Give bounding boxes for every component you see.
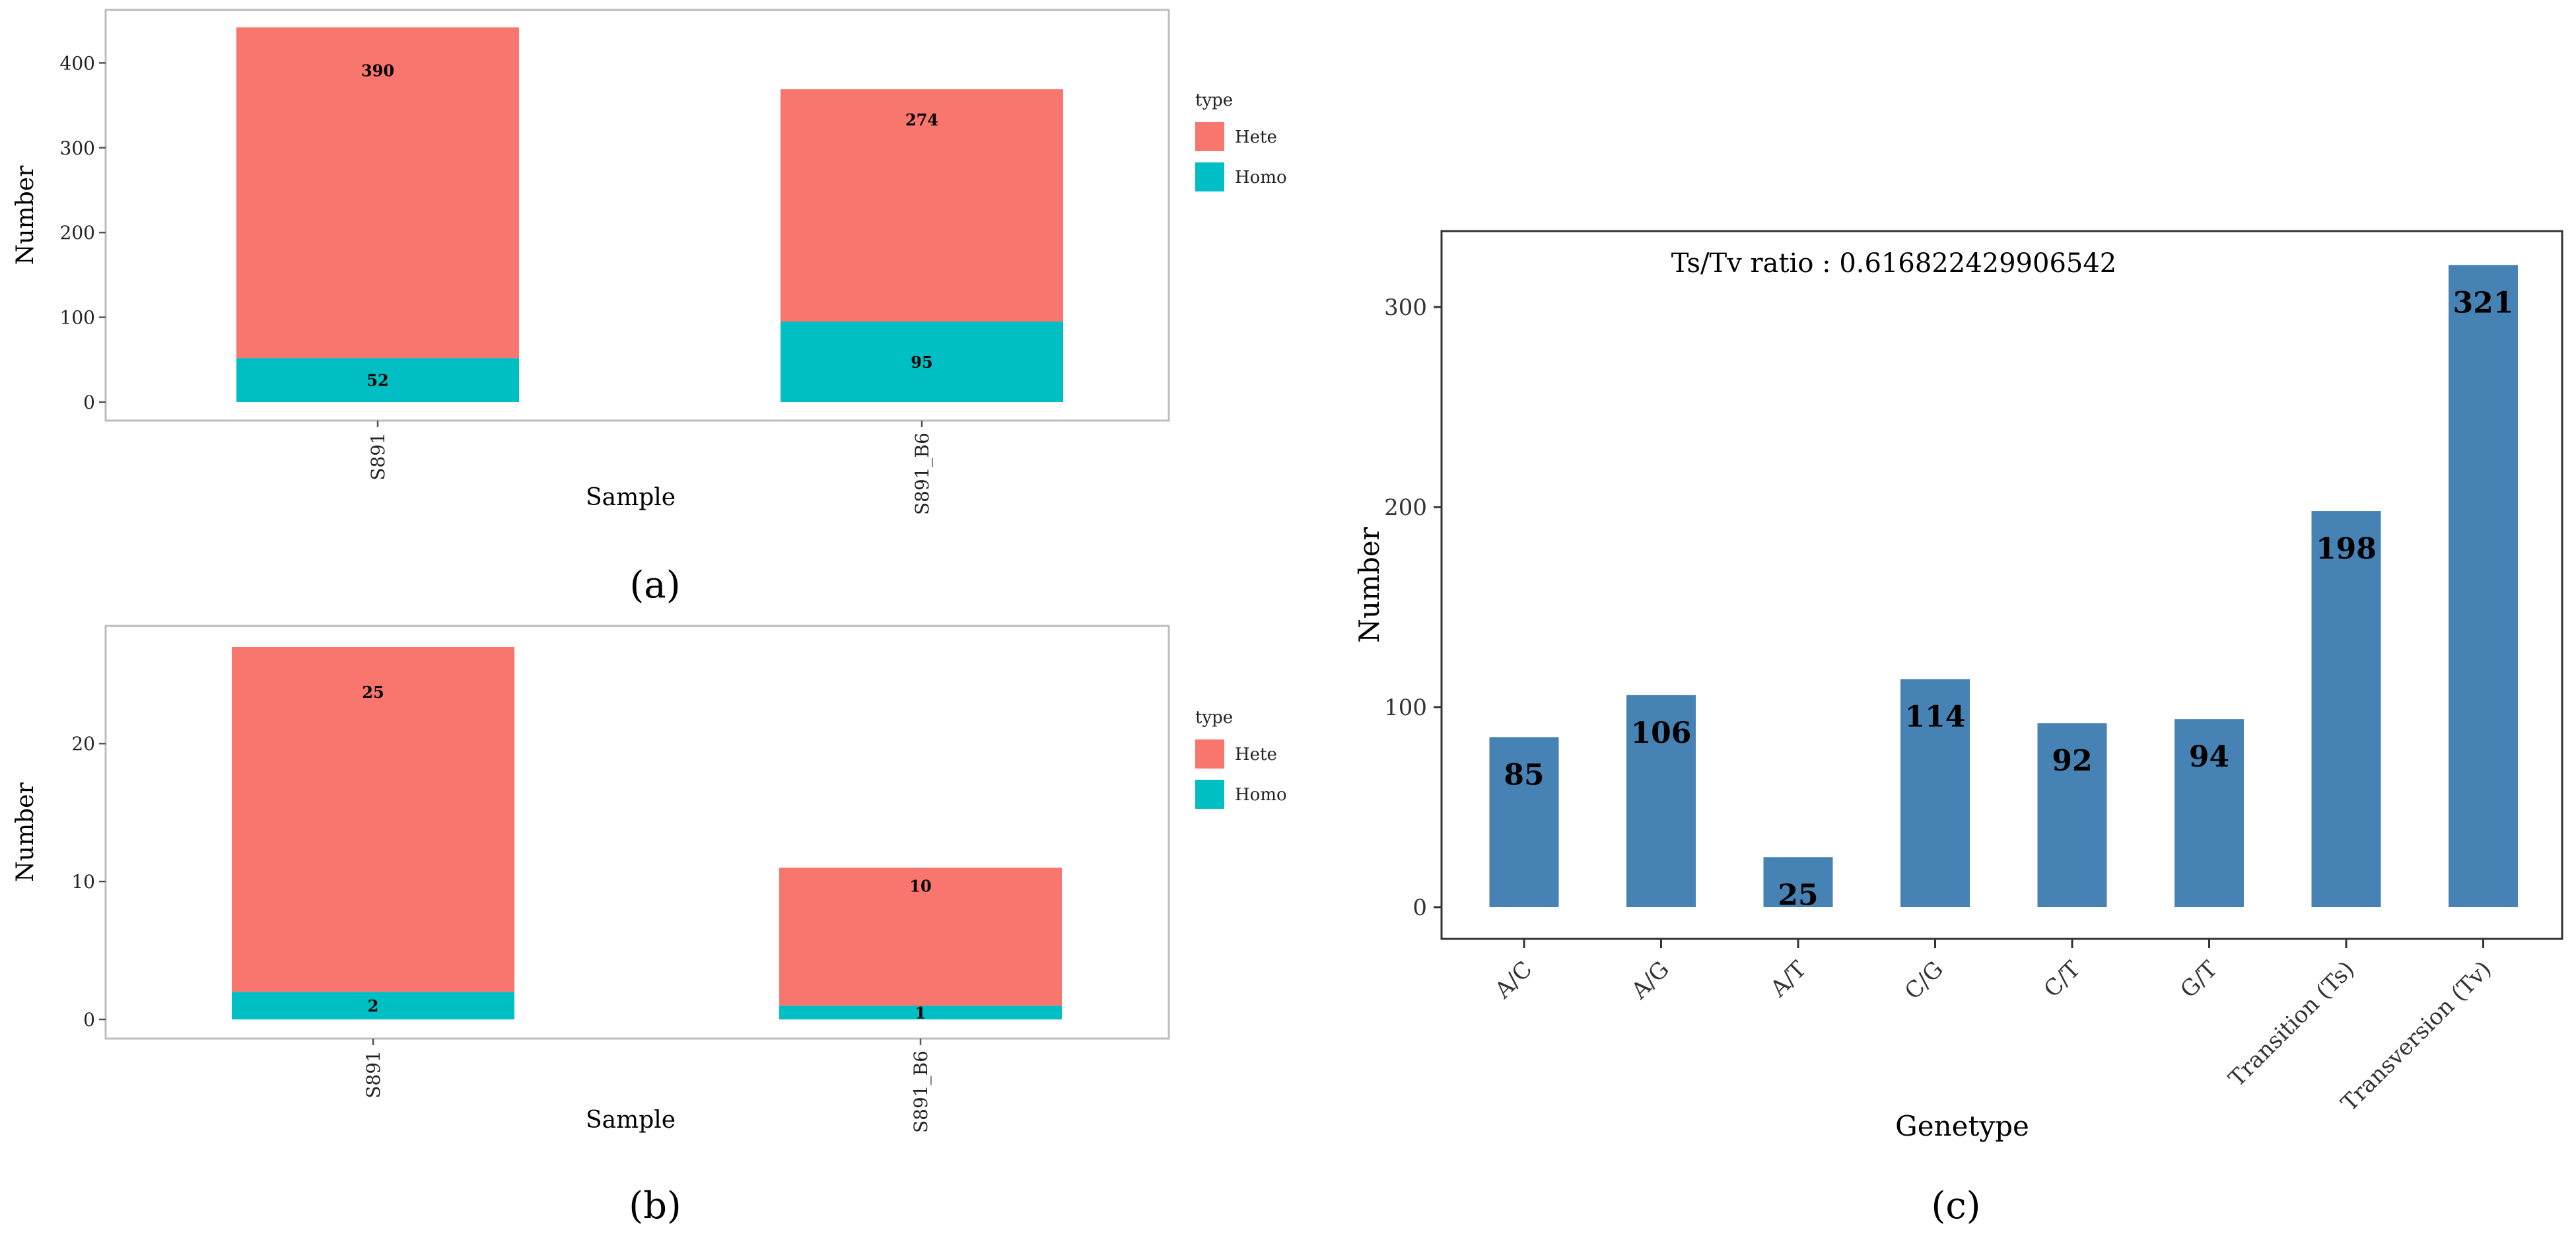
x-tick-label: S891 [363, 1050, 384, 1099]
bar-value-label: 94 [2189, 740, 2229, 774]
x-axis-title: Sample [586, 484, 676, 511]
bar-value-label: 106 [1631, 716, 1692, 750]
legend-label-hete: Hete [1235, 745, 1277, 765]
plot-frame [1440, 230, 2563, 940]
y-axis-title: Number [1353, 526, 1385, 642]
x-tick-label: C/T [2039, 956, 2086, 1003]
panel-label-a: (a) [629, 564, 680, 607]
bar-value-label: 10 [909, 876, 931, 895]
legend-title: type [1195, 708, 1233, 728]
bar-value-label: 85 [1504, 758, 1544, 792]
y-tick-label: 100 [1384, 695, 1427, 721]
x-tick-label: S891_B6 [911, 432, 933, 515]
legend-swatch-homo [1195, 162, 1224, 191]
x-tick-label: Transversion (Tv) [2336, 956, 2497, 1116]
bar-homo [236, 358, 519, 402]
bar [2175, 719, 2244, 907]
bar-hete [779, 868, 1062, 1006]
bar-homo [232, 992, 514, 1019]
y-tick-label: 10 [71, 871, 95, 893]
bar [1489, 737, 1559, 907]
x-axis-title: Genetype [1895, 1110, 2029, 1142]
bar-homo [779, 1006, 1062, 1019]
bar-homo [781, 322, 1063, 402]
bar-value-label: 25 [1778, 878, 1818, 912]
bar-value-label: 2 [368, 996, 379, 1015]
panel-b: 0 10 20 2 25 S891 1 10 S891_B6 Sample Number typeHe… [12, 625, 1287, 1227]
panel-c: 0 100 200 300 85 A/C 106 A/G 25 A/T 114 C/G 92 C/T 94 G… [1353, 230, 2563, 1227]
x-tick-label: S891 [367, 432, 389, 481]
legend-label-hete: Hete [1235, 127, 1277, 147]
y-tick-label: 400 [60, 52, 95, 74]
y-tick-label: 300 [60, 137, 95, 159]
legend-title: type [1195, 90, 1233, 110]
bar-hete [781, 89, 1063, 322]
y-tick-label: 100 [60, 307, 95, 329]
bar-value-label: 95 [911, 353, 932, 372]
x-tick-label: A/C [1490, 956, 1538, 1004]
bar-hete [236, 27, 519, 359]
y-tick-label: 200 [60, 222, 95, 244]
bar-value-label: 198 [2316, 532, 2377, 566]
bar [2037, 723, 2107, 907]
legend-swatch-hete [1195, 122, 1224, 151]
bar-value-label: 321 [2453, 286, 2514, 320]
bar-hete [232, 647, 514, 992]
panel-a: 0 100 200 300 400 52 390 S891 95 274 S891_B6 Sample… [12, 9, 1287, 607]
legend-swatch-hete [1195, 739, 1224, 769]
x-tick-label: G/T [2175, 956, 2223, 1004]
bar-value-label: 52 [366, 371, 388, 390]
bar-value-label: 274 [905, 110, 938, 129]
x-tick-label: C/G [1900, 956, 1949, 1005]
x-tick-label: S891_B6 [910, 1050, 932, 1133]
bar-value-label: 390 [361, 61, 394, 81]
x-tick-label: A/T [1765, 956, 1812, 1003]
legend-label-homo: Homo [1235, 168, 1287, 188]
legend-swatch-homo [1195, 780, 1224, 809]
bar [1626, 695, 1696, 907]
bar-value-label: 25 [362, 683, 384, 702]
ts-tv-ratio-annotation: Ts/Tv ratio : 0.616822429906542 [1671, 248, 2117, 279]
bar [1763, 857, 1833, 907]
bar [2449, 265, 2518, 907]
y-axis-title: Number [12, 165, 39, 265]
y-tick-label: 300 [1384, 294, 1427, 321]
panel-label-c: (c) [1931, 1184, 1980, 1227]
legend-label-homo: Homo [1235, 785, 1287, 805]
y-tick-label: 0 [83, 1009, 95, 1031]
bar-value-label: 114 [1905, 701, 1966, 734]
y-tick-label: 0 [1412, 895, 1427, 921]
y-axis-title: Number [12, 782, 39, 882]
x-tick-label: A/G [1626, 956, 1675, 1005]
y-tick-label: 20 [71, 733, 95, 755]
bar-value-label: 1 [915, 1004, 926, 1023]
y-tick-label: 200 [1384, 495, 1427, 521]
x-axis-title: Sample [586, 1107, 676, 1134]
bar [2311, 511, 2381, 907]
bar [1900, 679, 1970, 907]
panel-label-b: (b) [629, 1184, 681, 1227]
x-tick-label: Transition (Ts) [2223, 956, 2359, 1092]
bar-value-label: 92 [2052, 744, 2092, 778]
y-tick-label: 0 [83, 392, 95, 413]
